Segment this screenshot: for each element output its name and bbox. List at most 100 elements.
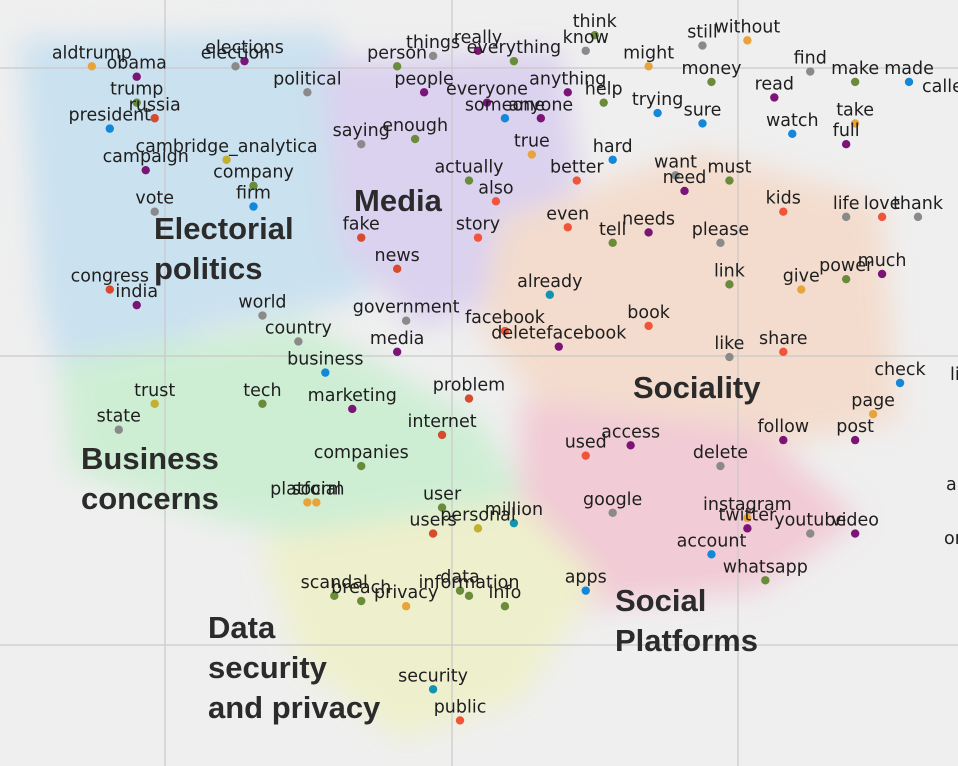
cluster-regions [20,30,900,740]
point-even [563,223,572,232]
region-electoral [20,30,420,420]
cluster-label-sociality: Sociality [633,370,761,405]
point-internet [437,430,447,440]
word-label-someone: someone [465,95,545,115]
word-label-check: check [874,360,926,380]
word-label-president: president [69,106,152,126]
point-tell [608,238,617,248]
word-label-breach: breach [331,578,391,598]
word-label-personal: personal [440,505,516,525]
word-label-media: media [370,329,425,349]
word-label-obama: obama [107,54,167,74]
point-help [599,98,608,107]
region-data-security [260,500,600,740]
point-better [572,176,581,185]
word-label-life: life [833,194,860,214]
word-label-political: political [273,69,341,89]
word-label-facebook: facebook [465,308,546,328]
point-news [392,264,402,273]
word-label-think: think [573,12,618,32]
word-label-deletefacebook: deletefacebook [491,324,627,344]
word-label-firm: firm [236,184,271,204]
point-country [294,337,303,346]
word-label-twitter: twitter [719,505,778,525]
point-campaign [141,165,150,175]
word-label-company: company [213,163,294,183]
word-label-campaign: campaign [103,147,189,167]
word-label-access: access [601,422,660,442]
region-sociality [480,150,900,450]
cluster-label-business: Business [81,441,219,476]
point-power [841,274,851,284]
word-label-without: without [714,17,780,37]
cluster-label-data-security: and privacy [208,690,381,725]
word-label-russia: russia [129,95,181,115]
point-scandal [330,591,339,601]
point-people [419,88,429,97]
point-business [321,368,330,377]
word-label-like: like [714,334,744,354]
point-million [509,518,519,528]
word-label-want: want [654,152,697,172]
point-congress [105,285,115,294]
word-label-cambridge-analytica: cambridge_analytica [135,137,317,157]
cluster-label-business: concerns [81,481,219,516]
edge-word-label: or [944,529,958,549]
point-watch [788,129,797,139]
point-anyone [536,114,546,123]
point-give [797,285,806,294]
word-label-google: google [583,490,642,510]
word-label-problem: problem [433,376,505,396]
point-twitter [743,524,752,533]
word-label-country: country [265,318,332,338]
word-label-please: please [692,220,749,240]
point-page [868,409,878,419]
word-label-people: people [394,69,453,89]
word-label-hard: hard [593,137,633,157]
point-company [249,181,258,190]
word-label-user: user [423,485,462,505]
point-tech [258,399,267,408]
word-label-enough: enough [382,116,448,136]
point-media [392,347,402,357]
point-things [428,51,438,61]
word-label-fake: fake [343,215,380,235]
point-personal [473,524,483,533]
word-label-trump: trump [110,80,163,100]
cluster-label-social-platforms: Platforms [615,623,758,658]
word-label-made: made [884,59,934,79]
point-might [644,62,653,71]
point-info [500,602,510,611]
word-label-users: users [409,511,456,531]
point-want [671,171,680,180]
word-label-tell: tell [599,220,626,240]
point-know [581,46,590,55]
point-election [231,62,240,71]
point-president [105,124,115,133]
word-label-power: power [819,256,874,276]
point-apps [581,586,590,595]
point-aldtrump [87,62,97,71]
point-political [303,88,312,97]
word-label-much: much [858,251,907,271]
word-label-needs: needs [622,209,675,229]
word-label-business: business [287,350,363,370]
point-vote [150,207,159,216]
word-label-true: true [514,132,550,152]
word-label-state: state [97,407,141,427]
word-label-know: know [563,28,609,48]
word-label-youtube: youtube [774,511,846,531]
word-label-million: million [485,500,543,520]
point-true [527,150,537,159]
point-video [850,529,860,538]
point-make [850,77,860,87]
word-label-apps: apps [565,568,607,588]
word-label-internet: internet [407,412,476,432]
word-label-info: info [489,583,522,603]
point-made [904,77,914,87]
word-label-need: need [663,168,707,188]
word-label-trying: trying [632,90,683,110]
point-public [455,716,465,725]
point-needs [644,228,653,237]
